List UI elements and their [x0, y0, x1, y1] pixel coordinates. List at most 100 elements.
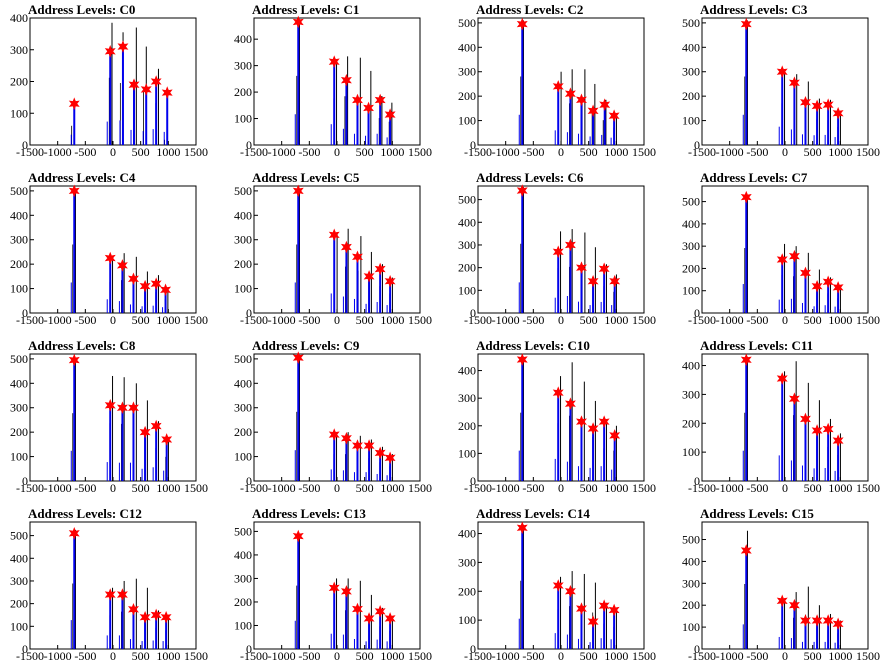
y-tick-label: 200 — [682, 89, 700, 103]
x-tick-label: 0 — [782, 313, 788, 327]
peak-marker — [516, 353, 528, 366]
histogram-panel: Address Levels: C6 0 100 200 300 400 500 -1500-… — [448, 168, 672, 336]
y-tick-label: 0 — [22, 642, 28, 656]
y-tick-label: 0 — [694, 306, 700, 320]
x-tick-label: -500 — [746, 481, 768, 495]
peak-marker — [139, 279, 151, 293]
y-tick-label: 400 — [234, 376, 252, 390]
chart-title: Address Levels: C13 — [252, 506, 366, 521]
chart-title: Address Levels: C12 — [28, 506, 142, 521]
y-tick-label: 300 — [682, 387, 700, 401]
y-tick-label: 200 — [10, 597, 28, 611]
peak-marker — [800, 266, 811, 280]
peak-marker — [564, 87, 576, 101]
x-tick-label: 1500 — [184, 481, 208, 495]
histogram-panel: Address Levels: C11 0 100 200 300 400 -1500 -10… — [672, 336, 896, 504]
y-tick-label: 400 — [682, 217, 700, 231]
peak-marker — [776, 372, 788, 385]
peak-marker — [587, 422, 599, 435]
x-tick-label: -1000 — [492, 313, 520, 327]
x-tick-label: 500 — [804, 481, 822, 495]
x-tick-label: 1500 — [184, 649, 208, 663]
x-tick-label: 500 — [804, 145, 822, 159]
peak-marker — [832, 106, 844, 120]
peak-marker — [150, 277, 162, 290]
x-tick-label: 500 — [580, 313, 598, 327]
x-tick-label: 500 — [356, 313, 374, 327]
histogram-panel: Address Levels: C5 0 100 200 300 400 500 -1500-… — [224, 168, 448, 336]
peak-marker — [552, 245, 564, 259]
y-tick-label: 500 — [10, 529, 28, 543]
peak-marker — [150, 608, 162, 622]
x-tick-label: 1000 — [156, 649, 180, 663]
x-tick-label: -1500 — [464, 145, 492, 159]
x-tick-label: 1500 — [632, 649, 656, 663]
x-tick-label: -1000 — [716, 313, 744, 327]
y-tick-label: 0 — [470, 138, 476, 152]
peak-marker — [811, 614, 823, 627]
x-tick-label: -1000 — [44, 481, 72, 495]
peak-marker — [150, 419, 162, 433]
x-tick-label: -1500 — [464, 313, 492, 327]
chart-title: Address Levels: C14 — [476, 506, 590, 521]
peak-marker — [811, 99, 823, 113]
peak-marker — [104, 251, 116, 265]
peak-marker — [564, 397, 576, 411]
x-tick-label: 1500 — [408, 313, 432, 327]
peak-marker — [340, 240, 352, 254]
y-tick-label: 100 — [234, 282, 252, 296]
peak-marker — [328, 428, 340, 441]
y-tick-label: 300 — [234, 401, 252, 415]
peak-marker — [139, 610, 151, 624]
peak-marker — [68, 97, 80, 111]
chart-title: Address Levels: C3 — [700, 2, 808, 17]
x-tick-label: -1000 — [492, 481, 520, 495]
y-tick-label: 100 — [458, 613, 476, 627]
y-tick-label: 300 — [458, 65, 476, 79]
x-tick-label: 1500 — [632, 481, 656, 495]
x-tick-label: 1500 — [856, 649, 880, 663]
y-tick-label: 500 — [234, 184, 252, 198]
histogram-svg: Address Levels: C80100200300400500-1500-… — [10, 338, 208, 495]
x-tick-label: 1500 — [856, 481, 880, 495]
x-tick-label: -1500 — [464, 649, 492, 663]
histogram-svg: Address Levels: C0 0 100 200 300 400 -1500 -100… — [10, 2, 208, 159]
y-tick-label: 400 — [458, 527, 476, 541]
x-tick-label: 1000 — [604, 481, 628, 495]
peak-marker — [328, 228, 340, 242]
x-tick-label: 1000 — [380, 313, 404, 327]
y-tick-label: 200 — [10, 425, 28, 439]
x-tick-label: -1500 — [16, 649, 44, 663]
x-tick-label: 500 — [132, 649, 150, 663]
x-tick-label: -500 — [746, 313, 768, 327]
x-tick-label: 1000 — [380, 145, 404, 159]
y-tick-label: 200 — [682, 261, 700, 275]
histogram-panel: Address Levels: C15 0 100 200 300 400 500 -1500… — [672, 504, 896, 672]
y-tick-label: 100 — [458, 114, 476, 128]
x-tick-label: -1500 — [240, 649, 268, 663]
peak-marker — [576, 602, 587, 615]
x-tick-label: -1500 — [464, 481, 492, 495]
x-tick-label: 500 — [132, 481, 150, 495]
peak-marker — [363, 439, 375, 452]
y-tick-label: 0 — [694, 138, 700, 152]
chart-title: Address Levels: C10 — [476, 338, 590, 353]
x-tick-label: -500 — [74, 145, 96, 159]
peak-marker — [352, 439, 363, 452]
peak-marker — [516, 521, 528, 535]
x-tick-label: 0 — [334, 145, 340, 159]
chart-title: Address Levels: C11 — [700, 338, 813, 353]
peak-marker — [104, 398, 116, 412]
y-tick-label: 100 — [10, 450, 28, 464]
x-tick-label: 500 — [580, 481, 598, 495]
y-tick-label: 200 — [234, 257, 252, 271]
y-tick-label: 100 — [682, 114, 700, 128]
peak-marker — [161, 86, 173, 99]
y-tick-label: 200 — [458, 261, 476, 275]
y-tick-label: 100 — [234, 450, 252, 464]
y-tick-label: 400 — [10, 551, 28, 565]
chart-title: Address Levels: C6 — [476, 170, 584, 185]
histogram-svg: Address Levels: C14 0 100 200 300 400 -1500 -10… — [458, 506, 656, 663]
y-tick-label: 400 — [234, 548, 252, 562]
